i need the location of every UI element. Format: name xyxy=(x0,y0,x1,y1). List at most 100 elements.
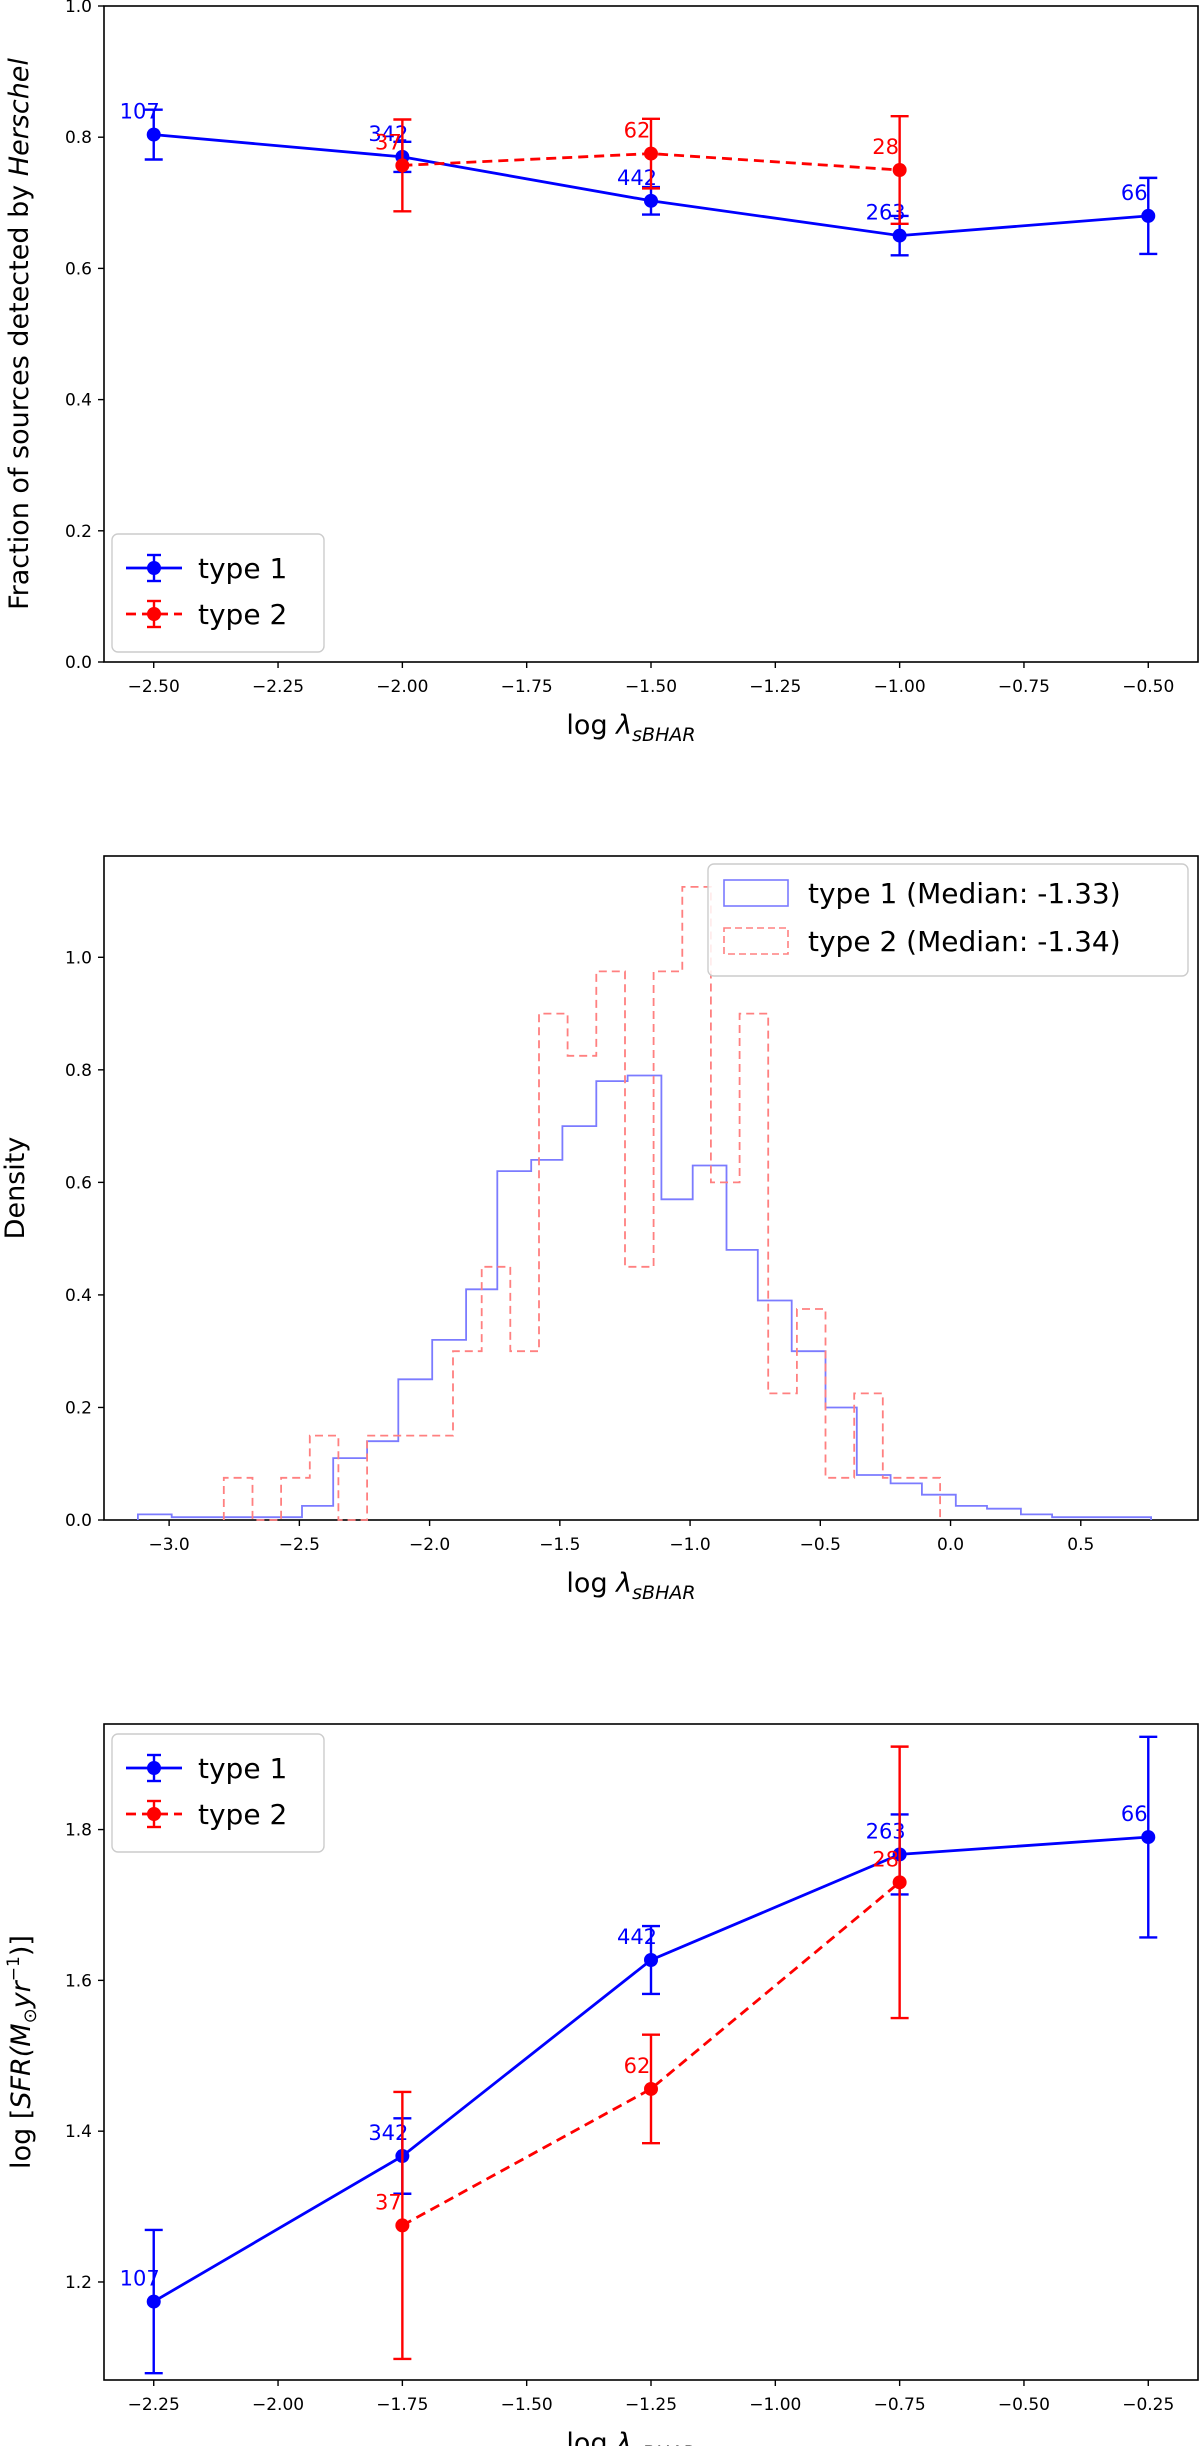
x-tick-label: −2.00 xyxy=(376,677,428,697)
type2-count-label: 37 xyxy=(375,2190,402,2214)
y-tick-label: 1.4 xyxy=(65,2122,92,2142)
type1-point xyxy=(146,127,161,142)
type2-line xyxy=(401,1881,901,2227)
legend-swatch xyxy=(723,927,789,955)
type2-histogram-bar xyxy=(510,1351,539,1520)
x-tick-label: −2.25 xyxy=(128,2395,180,2415)
type2-point xyxy=(644,146,658,161)
type2-point xyxy=(892,1875,907,1890)
legend-label: type 1 xyxy=(198,1752,287,1785)
x-tick-label: −2.00 xyxy=(252,2395,304,2415)
type1-histogram-bar xyxy=(1120,1517,1151,1520)
type2-histogram-bar xyxy=(768,1393,797,1520)
type2-histogram-bar xyxy=(482,1267,511,1520)
x-tick-label: −1.50 xyxy=(625,677,677,697)
x-tick-label: −1.00 xyxy=(874,677,926,697)
type1-count-label: 442 xyxy=(617,1925,657,1949)
type2-histogram-bar xyxy=(568,1056,597,1520)
x-tick-label: −3.0 xyxy=(148,1535,189,1555)
x-tick-label: −1.50 xyxy=(501,2395,553,2415)
legend-marker xyxy=(147,561,161,575)
chart-sfr: −2.25 −2.00 −1.75 −1.50 −1.25 −1.00 −0.75 −0.50… xyxy=(4,1723,1199,2446)
type2-histogram-bar xyxy=(539,1014,568,1520)
legend-label: type 1 (Median: -1.33) xyxy=(808,877,1121,910)
x-tick-label: −2.25 xyxy=(252,677,304,697)
legend-label: type 1 xyxy=(198,552,287,585)
legend-marker xyxy=(147,1807,161,1821)
legend-box xyxy=(707,863,1189,977)
y-tick-label: 1.0 xyxy=(65,0,92,17)
x-tick-label: −0.50 xyxy=(998,2395,1050,2415)
type2-histogram-bar xyxy=(826,1478,855,1520)
type1-point xyxy=(644,193,658,208)
x-axis-label: log λsBHAR xyxy=(566,2428,695,2446)
type2-point xyxy=(892,163,907,177)
x-tick-label: −2.5 xyxy=(279,1535,320,1555)
type2-point xyxy=(644,2081,658,2096)
type1-histogram-bar xyxy=(1086,1517,1120,1520)
type2-histogram-bar xyxy=(310,1436,339,1520)
x-tick-label: −2.0 xyxy=(409,1535,450,1555)
x-tick-label: −0.5 xyxy=(800,1535,841,1555)
x-tick-label: −1.75 xyxy=(376,2395,428,2415)
type1-histogram-bar xyxy=(987,1509,1021,1520)
y-tick-label: 0.4 xyxy=(65,1286,92,1306)
y-tick-label: 0.8 xyxy=(65,1061,92,1081)
x-axis-label: log λsBHAR xyxy=(566,710,695,746)
type2-count-label: 37 xyxy=(375,130,402,154)
chart-density-histogram: −3.0 −2.5 −2.0 −1.5 −1.0 −0.5 0.0 0.5 0.0 0.2 0.4 0… xyxy=(0,855,1199,1604)
type2-histogram-bar xyxy=(424,1436,453,1520)
x-tick-label: 0.5 xyxy=(1067,1535,1094,1555)
legend-marker xyxy=(147,607,161,621)
legend-label: type 2 (Median: -1.34) xyxy=(808,925,1121,958)
type2-histogram-bar xyxy=(740,1014,769,1520)
y-tick-label: 1.6 xyxy=(65,1971,92,1991)
type2-histogram-bar xyxy=(224,1478,253,1520)
type2-histogram-bar xyxy=(711,1182,740,1520)
x-tick-label: −0.50 xyxy=(1122,677,1174,697)
legend-label: type 2 xyxy=(198,1798,287,1831)
y-tick-label: 0.0 xyxy=(65,1511,92,1531)
type1-point xyxy=(146,2294,161,2309)
type1-count-label: 107 xyxy=(120,100,160,124)
x-tick-label: −1.0 xyxy=(669,1535,710,1555)
type1-histogram-bar xyxy=(1021,1514,1052,1520)
type2-histogram-bar xyxy=(654,971,683,1520)
type2-histogram-bar xyxy=(625,1267,654,1520)
plot-frame xyxy=(103,855,1199,1521)
type2-histogram-outline xyxy=(222,886,941,1521)
y-tick-label: 1.8 xyxy=(65,1821,92,1841)
legend-box xyxy=(111,533,325,653)
type1-histogram-outline xyxy=(137,1074,1152,1520)
type1-point xyxy=(892,228,907,243)
y-axis-label: log [SFR(M⊙yr−1)] xyxy=(4,1935,41,2169)
y-tick-label: 0.6 xyxy=(65,1173,92,1193)
type2-histogram-bar xyxy=(281,1478,310,1520)
type1-point xyxy=(1141,208,1156,223)
legend-label: type 2 xyxy=(198,598,287,631)
type1-count-label: 107 xyxy=(120,2267,160,2291)
type2-histogram-bar xyxy=(453,1351,482,1520)
x-tick-label: −1.00 xyxy=(749,2395,801,2415)
legend-box xyxy=(111,1733,325,1853)
type1-histogram-bar xyxy=(138,1514,172,1520)
y-tick-label: 0.6 xyxy=(65,259,92,279)
type2-histogram-bar xyxy=(596,971,625,1520)
type1-histogram-bar xyxy=(956,1506,987,1520)
y-tick-label: 0.2 xyxy=(65,522,92,542)
x-tick-label: −0.75 xyxy=(998,677,1050,697)
type1-histogram-bar xyxy=(1052,1517,1086,1520)
type2-count-label: 62 xyxy=(624,119,651,143)
type1-point xyxy=(644,1953,658,1968)
type2-count-label: 28 xyxy=(872,1847,899,1871)
type2-histogram-bar xyxy=(797,1309,826,1520)
type2-count-label: 28 xyxy=(872,135,899,159)
type2-point xyxy=(395,2218,410,2233)
y-tick-label: 0.4 xyxy=(65,391,92,411)
type2-count-label: 62 xyxy=(624,2054,651,2078)
type2-histogram-bar xyxy=(367,1436,396,1520)
x-tick-label: −1.75 xyxy=(501,677,553,697)
y-axis-label: Fraction of sources detected by Herschel xyxy=(4,58,35,610)
type1-count-label: 66 xyxy=(1121,181,1148,205)
